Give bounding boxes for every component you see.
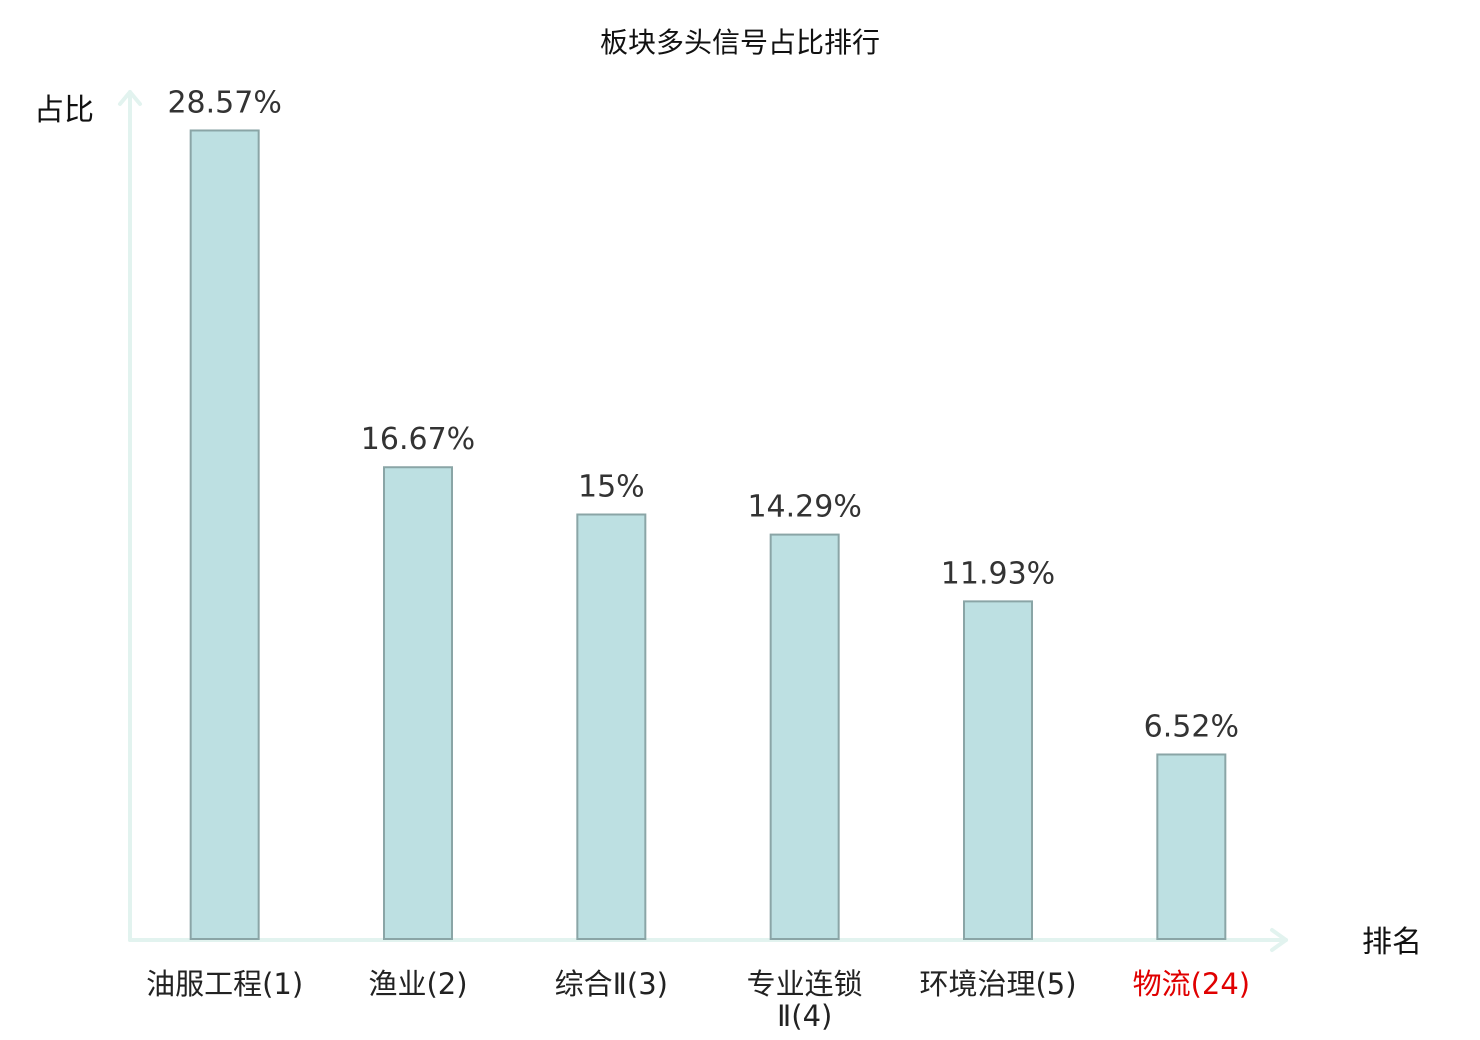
data-label: 15% [578, 470, 645, 505]
x-axis-label: 排名 [1362, 925, 1422, 960]
category-label: 专业连锁 [747, 967, 863, 1001]
y-axis: 占比 [34, 90, 142, 942]
data-label: 6.52% [1144, 709, 1239, 744]
value-labels: 28.57% 16.67% 15% 14.29% 11.93% 6.52% [167, 85, 1239, 744]
category-label: 环境治理(5) [919, 967, 1076, 1001]
data-label: 28.57% [167, 85, 281, 120]
y-axis-label: 占比 [34, 93, 94, 128]
category-label: Ⅱ(4) [777, 999, 832, 1033]
category-label: 油服工程(1) [146, 967, 303, 1001]
category-label: 物流(24) [1133, 967, 1251, 1001]
bar [1156, 753, 1227, 941]
bar [769, 533, 840, 941]
category-label: 渔业(2) [368, 967, 467, 1001]
bar [576, 513, 647, 940]
x-axis: 排名 [128, 925, 1422, 960]
bar-series [189, 129, 1227, 941]
x-axis-arrow [1270, 928, 1288, 952]
data-label: 14.29% [747, 490, 861, 525]
y-axis-arrow [118, 90, 142, 106]
data-label: 16.67% [361, 422, 475, 457]
data-label: 11.93% [941, 556, 1055, 591]
bar [189, 129, 260, 940]
bar [963, 600, 1033, 940]
chart-title: 板块多头信号占比排行 [600, 26, 880, 59]
category-label: 综合Ⅱ(3) [555, 967, 668, 1001]
bar [383, 466, 453, 940]
